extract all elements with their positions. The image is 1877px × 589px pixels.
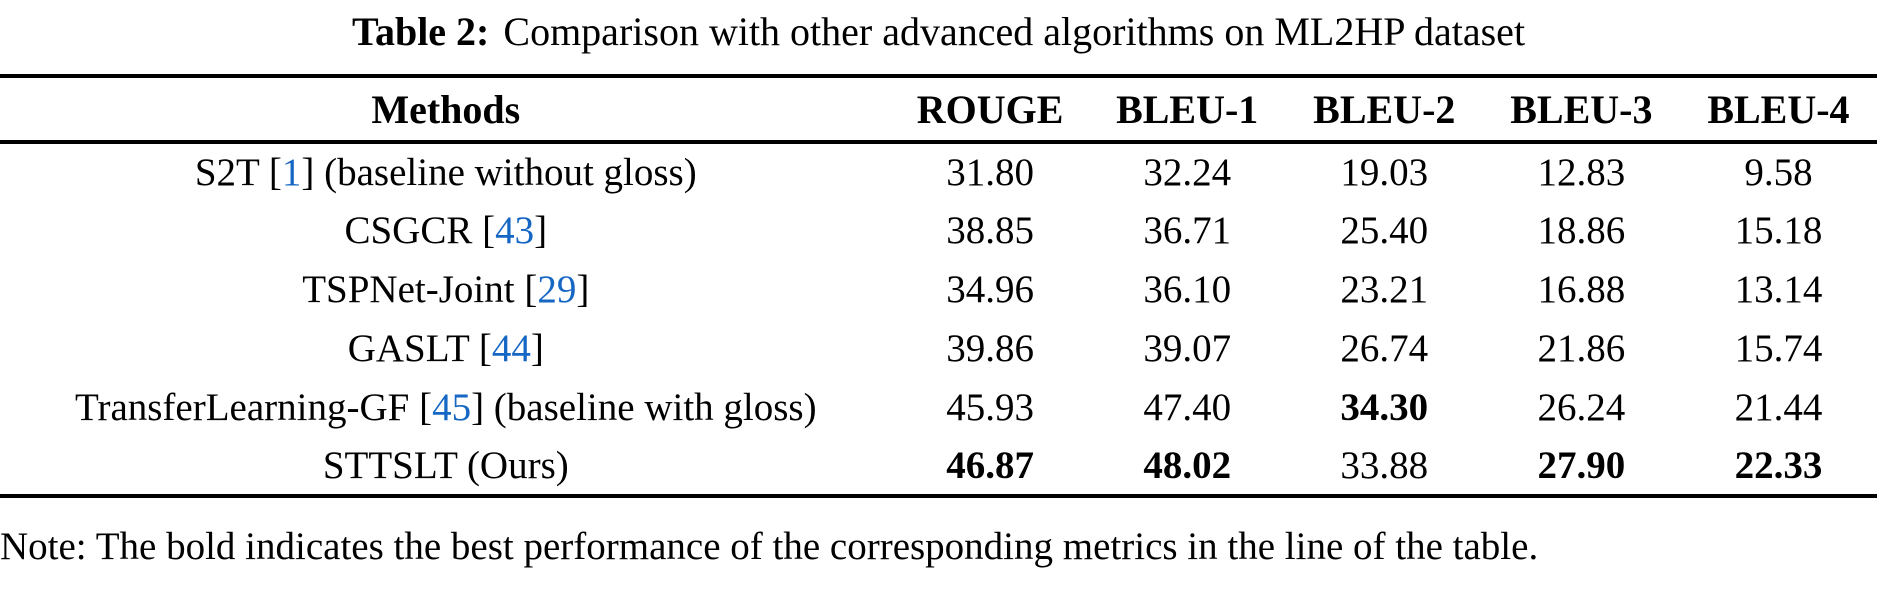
table-row: CSGCR [43] 38.85 36.71 25.40 18.86 15.18 bbox=[0, 201, 1877, 260]
metric-value: 34.30 bbox=[1340, 386, 1429, 429]
citation-link[interactable]: 43 bbox=[495, 209, 535, 252]
table-note: Note: The bold indicates the best perfor… bbox=[0, 525, 1539, 568]
metric-value: 16.88 bbox=[1537, 268, 1626, 311]
column-header-bleu3: BLEU-3 bbox=[1482, 76, 1680, 144]
method-suffix: ] bbox=[576, 268, 590, 311]
metric-value: 47.40 bbox=[1143, 386, 1232, 429]
table-row: TSPNet-Joint [29] 34.96 36.10 23.21 16.8… bbox=[0, 260, 1877, 319]
method-name: CSGCR [ bbox=[344, 209, 496, 252]
metric-value: 9.58 bbox=[1744, 151, 1813, 194]
metric-value: 21.86 bbox=[1537, 327, 1626, 370]
method-cell: TSPNet-Joint [29] bbox=[0, 260, 892, 319]
method-cell: S2T [1] (baseline without gloss) bbox=[0, 142, 892, 201]
column-header-bleu2: BLEU-2 bbox=[1285, 76, 1483, 144]
method-suffix: ] (baseline with gloss) bbox=[471, 386, 817, 429]
metric-value: 15.18 bbox=[1734, 209, 1823, 252]
column-header-methods: Methods bbox=[0, 76, 892, 144]
paper-table-figure: Table 2: Comparison with other advanced a… bbox=[0, 0, 1877, 568]
table-row: GASLT [44] 39.86 39.07 26.74 21.86 15.74 bbox=[0, 319, 1877, 378]
metric-value: 31.80 bbox=[946, 151, 1034, 194]
citation-link[interactable]: 29 bbox=[537, 268, 577, 311]
metric-value: 34.96 bbox=[946, 268, 1034, 311]
table-caption: Table 2: Comparison with other advanced a… bbox=[0, 0, 1877, 74]
metric-value: 36.71 bbox=[1143, 209, 1232, 252]
method-cell: TransferLearning-GF [45] (baseline with … bbox=[0, 378, 892, 437]
table-caption-label: Table 2: bbox=[351, 9, 490, 54]
metric-value: 23.21 bbox=[1340, 268, 1429, 311]
metric-value: 27.90 bbox=[1537, 444, 1626, 487]
metric-value: 32.24 bbox=[1143, 151, 1232, 194]
table-row: S2T [1] (baseline without gloss) 31.80 3… bbox=[0, 142, 1877, 201]
metric-value: 18.86 bbox=[1537, 209, 1626, 252]
method-cell: CSGCR [43] bbox=[0, 201, 892, 260]
citation-link[interactable]: 45 bbox=[432, 386, 472, 429]
metric-value: 13.14 bbox=[1734, 268, 1823, 311]
metric-value: 48.02 bbox=[1143, 444, 1232, 487]
metric-value: 45.93 bbox=[946, 386, 1034, 429]
metric-value: 33.88 bbox=[1340, 444, 1429, 487]
method-name: TSPNet-Joint [ bbox=[302, 268, 538, 311]
metric-value: 39.07 bbox=[1143, 327, 1232, 370]
metric-value: 19.03 bbox=[1340, 151, 1429, 194]
column-header-bleu1: BLEU-1 bbox=[1088, 76, 1286, 144]
metric-value: 38.85 bbox=[946, 209, 1034, 252]
table-row: STTSLT (Ours) 46.87 48.02 33.88 27.90 22… bbox=[0, 437, 1877, 496]
metric-value: 36.10 bbox=[1143, 268, 1232, 311]
metric-value: 25.40 bbox=[1340, 209, 1429, 252]
table-row: TransferLearning-GF [45] (baseline with … bbox=[0, 378, 1877, 437]
header-row: Methods ROUGE BLEU-1 BLEU-2 BLEU-3 BLEU-… bbox=[0, 76, 1877, 144]
column-header-rouge: ROUGE bbox=[891, 76, 1089, 144]
metric-value: 22.33 bbox=[1734, 444, 1823, 487]
method-suffix: ] bbox=[534, 209, 548, 252]
method-cell: GASLT [44] bbox=[0, 319, 892, 378]
method-name: S2T [ bbox=[194, 151, 282, 194]
method-name: STTSLT (Ours) bbox=[322, 444, 569, 487]
method-name: GASLT [ bbox=[347, 327, 492, 370]
metric-value: 21.44 bbox=[1734, 386, 1823, 429]
metric-value: 26.74 bbox=[1340, 327, 1429, 370]
method-name: TransferLearning-GF [ bbox=[75, 386, 433, 429]
metric-value: 15.74 bbox=[1734, 327, 1823, 370]
table-caption-text: Comparison with other advanced algorithm… bbox=[503, 9, 1526, 54]
metric-value: 12.83 bbox=[1537, 151, 1626, 194]
citation-link[interactable]: 44 bbox=[491, 327, 531, 370]
metric-value: 26.24 bbox=[1537, 386, 1626, 429]
method-cell: STTSLT (Ours) bbox=[0, 437, 892, 496]
column-header-bleu4: BLEU-4 bbox=[1679, 76, 1877, 144]
method-suffix: ] (baseline without gloss) bbox=[301, 151, 697, 194]
method-suffix: ] bbox=[530, 327, 544, 370]
metric-value: 39.86 bbox=[946, 327, 1034, 370]
metric-value: 46.87 bbox=[946, 444, 1034, 487]
citation-link[interactable]: 1 bbox=[281, 151, 302, 194]
results-table: Methods ROUGE BLEU-1 BLEU-2 BLEU-3 BLEU-… bbox=[0, 74, 1877, 498]
